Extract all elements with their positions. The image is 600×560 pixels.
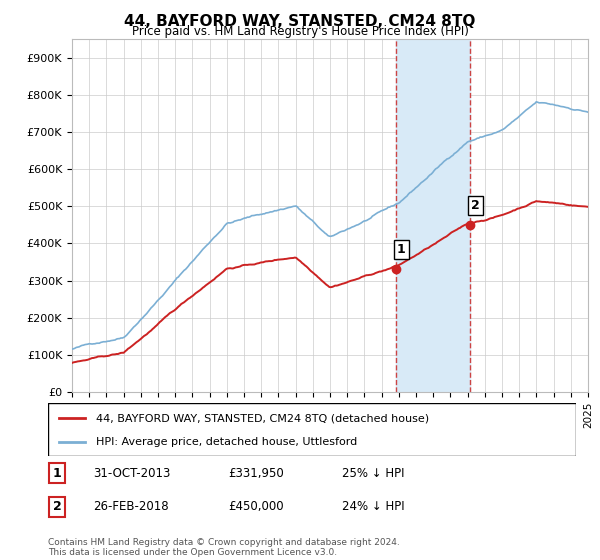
Text: £450,000: £450,000 <box>228 500 284 514</box>
Text: 44, BAYFORD WAY, STANSTED, CM24 8TQ: 44, BAYFORD WAY, STANSTED, CM24 8TQ <box>124 14 476 29</box>
Text: HPI: Average price, detached house, Uttlesford: HPI: Average price, detached house, Uttl… <box>95 436 357 446</box>
Text: 2: 2 <box>53 500 61 514</box>
Text: Price paid vs. HM Land Registry's House Price Index (HPI): Price paid vs. HM Land Registry's House … <box>131 25 469 38</box>
Text: 2: 2 <box>471 199 480 212</box>
Text: Contains HM Land Registry data © Crown copyright and database right 2024.
This d: Contains HM Land Registry data © Crown c… <box>48 538 400 557</box>
Text: 24% ↓ HPI: 24% ↓ HPI <box>342 500 404 514</box>
Text: 26-FEB-2018: 26-FEB-2018 <box>93 500 169 514</box>
Text: 1: 1 <box>397 242 406 256</box>
Text: 25% ↓ HPI: 25% ↓ HPI <box>342 466 404 480</box>
Text: 44, BAYFORD WAY, STANSTED, CM24 8TQ (detached house): 44, BAYFORD WAY, STANSTED, CM24 8TQ (det… <box>95 413 428 423</box>
Text: 31-OCT-2013: 31-OCT-2013 <box>93 466 170 480</box>
Bar <box>396 39 470 392</box>
Text: 1: 1 <box>53 466 61 480</box>
FancyBboxPatch shape <box>48 403 576 456</box>
Text: £331,950: £331,950 <box>228 466 284 480</box>
